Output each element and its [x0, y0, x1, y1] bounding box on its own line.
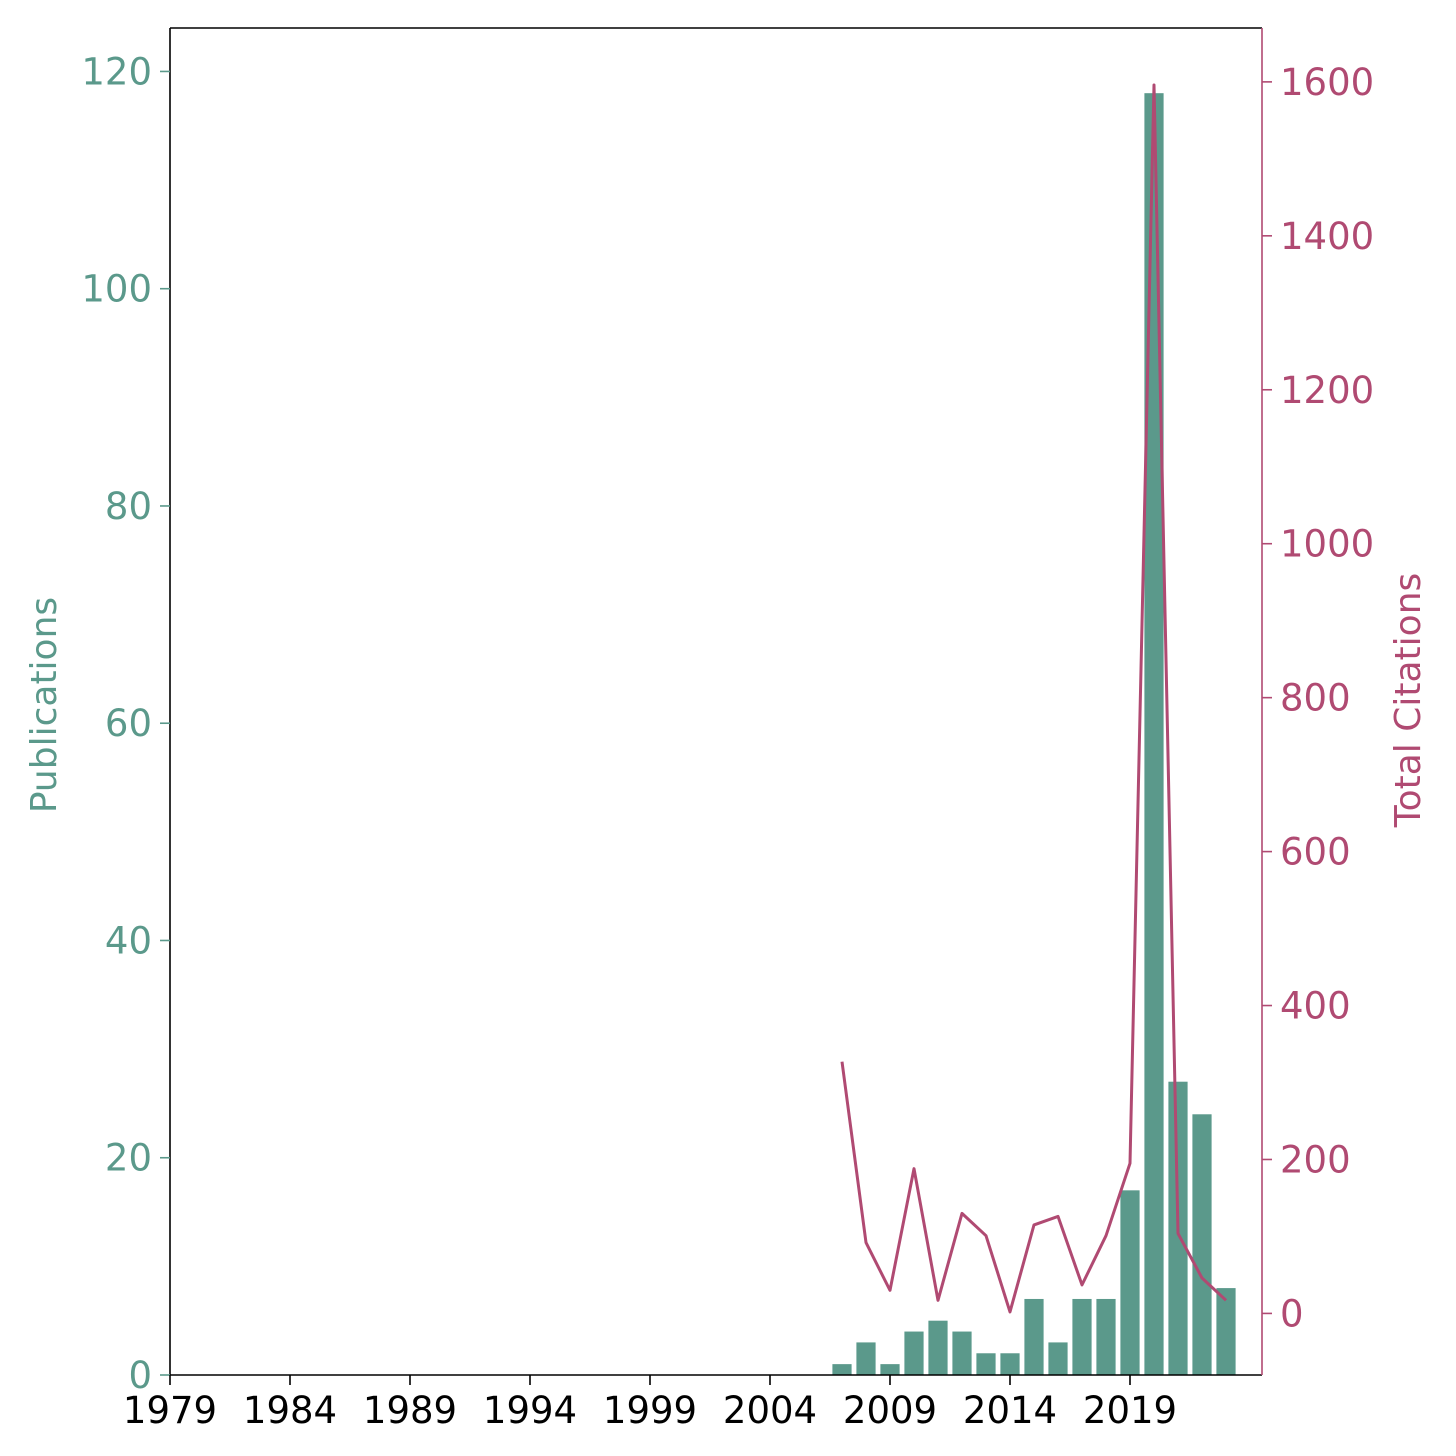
x-tick-label: 2014 — [963, 1389, 1057, 1432]
left-axis-label: Publications — [24, 597, 65, 813]
right-tick-label: 400 — [1280, 985, 1351, 1028]
publication-bar-2010 — [904, 1331, 924, 1375]
publication-bar-2009 — [880, 1364, 900, 1375]
publication-bar-2015 — [1024, 1298, 1044, 1375]
publication-bar-2012 — [952, 1331, 972, 1375]
left-tick-label: 0 — [128, 1354, 152, 1397]
right-tick-label: 1600 — [1280, 61, 1374, 104]
publication-bar-2016 — [1048, 1342, 1068, 1375]
x-tick-label: 1994 — [483, 1389, 577, 1432]
x-tick-label: 1984 — [243, 1389, 337, 1432]
x-tick-label: 2009 — [843, 1389, 937, 1432]
left-tick-label: 120 — [81, 50, 152, 93]
right-tick-label: 1000 — [1280, 523, 1374, 566]
left-tick-label: 40 — [105, 919, 152, 962]
right-tick-label: 0 — [1280, 1292, 1304, 1335]
x-tick-label: 1989 — [363, 1389, 457, 1432]
x-tick-label: 1999 — [603, 1389, 697, 1432]
x-axis-ticks: 1979 1984 1989 1994 1999 2004 2009 2014 2019 — [123, 1375, 1177, 1432]
right-tick-label: 800 — [1280, 677, 1351, 720]
right-tick-label: 200 — [1280, 1138, 1351, 1181]
left-tick-label: 100 — [81, 268, 152, 311]
left-tick-label: 80 — [105, 485, 152, 528]
publication-bar-2008 — [856, 1342, 876, 1375]
publication-bar-2023 — [1216, 1288, 1236, 1375]
publication-bar-2007 — [832, 1364, 852, 1375]
publication-bar-2022 — [1192, 1114, 1212, 1375]
x-tick-label: 1979 — [123, 1389, 217, 1432]
right-tick-label: 600 — [1280, 831, 1351, 874]
left-tick-label: 20 — [105, 1137, 152, 1180]
bars-group — [832, 93, 1236, 1376]
right-axis-ticks: 0 200 400 600 800 1000 1200 1400 1600 — [1262, 61, 1374, 1335]
publication-bar-2018 — [1096, 1298, 1116, 1375]
publication-bar-2017 — [1072, 1298, 1092, 1375]
publication-bar-2020 — [1144, 93, 1164, 1376]
x-tick-label: 2019 — [1083, 1389, 1177, 1432]
publication-bar-2013 — [976, 1353, 996, 1375]
publication-bar-2011 — [928, 1320, 948, 1375]
right-axis-label: Total Citations — [1388, 573, 1429, 829]
x-tick-label: 2004 — [723, 1389, 817, 1432]
line-layer — [840, 83, 1228, 1314]
plot-frame — [169, 27, 1263, 1376]
publication-bar-2014 — [1000, 1353, 1020, 1375]
left-axis-ticks: 0 20 40 60 80 100 120 — [81, 50, 170, 1397]
right-tick-label: 1200 — [1280, 369, 1374, 412]
right-tick-label: 1400 — [1280, 215, 1374, 258]
left-tick-label: 60 — [105, 702, 152, 745]
publication-bar-2019 — [1120, 1190, 1140, 1375]
